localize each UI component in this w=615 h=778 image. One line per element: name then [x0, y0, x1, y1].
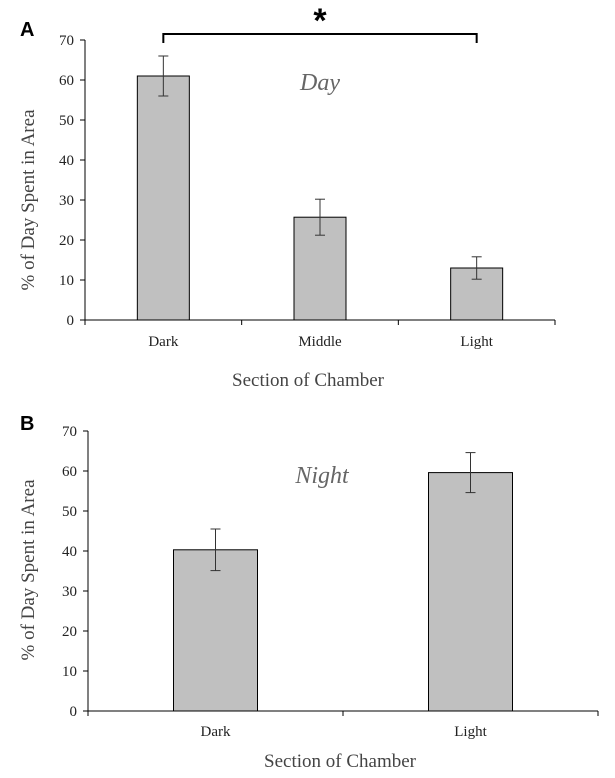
plot-area-b: 0 10 20 30 40 50 60 70 Dark Light [62, 424, 599, 740]
y-tick-label: 10 [59, 273, 74, 289]
y-tick-label: 0 [70, 704, 78, 720]
y-tick-label: 30 [62, 584, 77, 600]
x-category-label: Middle [298, 334, 342, 350]
y-tick-label: 60 [59, 73, 74, 89]
y-tick-label: 30 [59, 193, 74, 209]
y-tick-label: 10 [62, 664, 77, 680]
plot-area-a: 0 10 20 30 40 50 60 70 Dark Middle Light * [59, 2, 556, 350]
x-axis-title-a: Section of Chamber [232, 370, 385, 391]
significance-bracket [162, 33, 478, 43]
panel-letter-a: A [20, 19, 34, 41]
x-category-label: Light [454, 724, 487, 740]
chart-panel-b: B % of Day Spent in Area Section of Cham… [18, 413, 599, 772]
bar-dark [136, 75, 190, 321]
bar-dark [173, 549, 258, 712]
y-tick-label: 20 [62, 624, 77, 640]
panel-annotation-b: Night [294, 463, 350, 489]
x-category-label: Dark [148, 334, 178, 350]
y-tick-label: 40 [62, 544, 77, 560]
y-tick-label: 50 [62, 504, 77, 520]
y-tick-label: 60 [62, 464, 77, 480]
y-tick-label: 50 [59, 113, 74, 129]
x-category-label: Dark [201, 724, 231, 740]
x-category-label: Light [460, 334, 493, 350]
y-axis-title-a: % of Day Spent in Area [18, 109, 39, 291]
chart-panel-a: A % of Day Spent in Area Section of Cham… [18, 2, 556, 391]
y-tick-label: 40 [59, 153, 74, 169]
bar-light [428, 472, 513, 712]
panel-annotation-a: Day [299, 70, 340, 96]
y-tick-label: 70 [59, 33, 74, 49]
y-axis-title-b: % of Day Spent in Area [18, 479, 39, 661]
y-tick-label: 70 [62, 424, 77, 440]
x-axis-title-b: Section of Chamber [264, 751, 417, 772]
y-tick-label: 0 [67, 313, 75, 329]
panel-letter-b: B [20, 413, 34, 435]
y-tick-label: 20 [59, 233, 74, 249]
significance-star: * [313, 2, 327, 40]
